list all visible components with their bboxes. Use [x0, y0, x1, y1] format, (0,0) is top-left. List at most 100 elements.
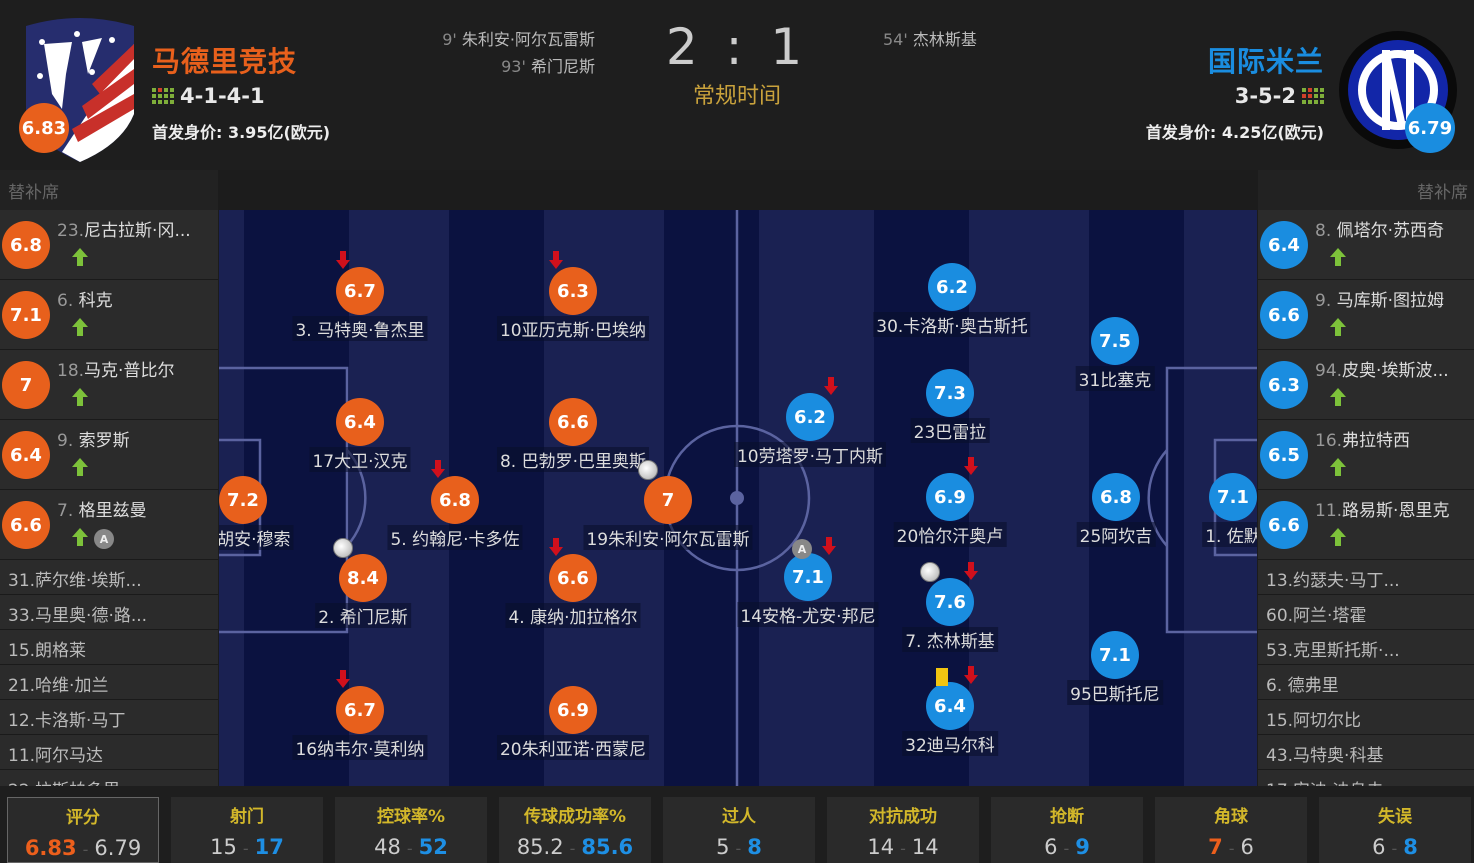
bench-player-row[interactable]: 6.6 11.路易斯·恩里克 [1258, 490, 1474, 560]
player-rating-badge: 6.3 [1260, 361, 1308, 409]
sub-in-arrow-icon [1330, 388, 1346, 406]
bench-player-name: 6. 德弗里 [1266, 676, 1339, 696]
bench-player-row[interactable]: 6.5 16.弗拉特西 [1258, 420, 1474, 490]
player-rating-badge: 6.2 [786, 393, 834, 441]
bench-player-name: 16.弗拉特西 [1315, 431, 1411, 451]
stat-separator: - [735, 839, 742, 858]
stat-box[interactable]: 过人 5-8 [663, 797, 815, 863]
sub-out-arrow-icon [549, 251, 563, 269]
sub-in-arrow-icon [72, 458, 88, 476]
stat-box[interactable]: 角球 7-6 [1155, 797, 1307, 863]
player-rating-badge: 6.8 [1092, 473, 1140, 521]
bench-player-row[interactable]: 21.哈维·加兰 [0, 665, 218, 700]
bench-player-row[interactable]: 6.6 9. 马库斯·图拉姆 [1258, 280, 1474, 350]
bench-player-row[interactable]: 60.阿兰·塔霍 [1258, 595, 1474, 630]
bench-player-row[interactable]: 13.约瑟夫·马丁... [1258, 560, 1474, 595]
stat-box[interactable]: 失误 6-8 [1319, 797, 1471, 863]
stat-away-value: 17 [254, 835, 284, 859]
goal-ball-icon [333, 538, 353, 558]
player-name-label: 23巴雷拉 [910, 418, 990, 443]
bench-player-name: 8. 佩塔尔·苏西奇 [1315, 221, 1445, 241]
bench-player-name: 33.马里奥·德·路... [8, 606, 148, 626]
bench-player-name: 9. 马库斯·图拉姆 [1315, 291, 1445, 311]
player-rating-badge: 6.4 [336, 398, 384, 446]
stat-values: 6.83-6.79 [8, 836, 158, 860]
bench-player-row[interactable]: 6.4 9. 索罗斯 [0, 420, 218, 490]
player-name-label: 10亚历克斯·巴埃纳 [496, 316, 650, 341]
sub-in-arrow-icon [72, 318, 88, 336]
stat-box[interactable]: 传球成功率% 85.2-85.6 [499, 797, 651, 863]
sub-out-arrow-icon [964, 666, 978, 684]
player-name-label: 10劳塔罗·马丁内斯 [733, 442, 887, 467]
bench-player-row[interactable]: 12.卡洛斯·马丁 [0, 700, 218, 735]
player-rating-badge: 6.9 [549, 686, 597, 734]
stat-separator: - [82, 840, 89, 859]
home-bench-list[interactable]: 6.8 23.尼古拉斯·冈... 7.1 6. 科克 7 18.马克·普比尔 6… [0, 210, 218, 786]
scoreline: 2 : 1 [665, 18, 809, 76]
away-bench-header: 替补席 [1258, 170, 1474, 210]
player-name-label: 20恰尔汗奥卢 [893, 522, 1007, 547]
bench-player-row[interactable]: 7 18.马克·普比尔 [0, 350, 218, 420]
bench-player-row[interactable]: 22.拉斯帕多里 [0, 770, 218, 786]
bench-player-row[interactable]: 17.安迪·迪乌夫 [1258, 770, 1474, 786]
stat-values: 5-8 [663, 835, 815, 859]
bench-player-name: 15.阿切尔比 [1266, 711, 1362, 731]
home-team-name[interactable]: 马德里竞技 [152, 45, 298, 78]
player-rating-badge: 7.1 [1209, 473, 1257, 521]
home-formation-text: 4-1-4-1 [180, 84, 265, 108]
stat-label: 对抗成功 [869, 807, 937, 827]
bench-player-name: 11.阿尔马达 [8, 746, 104, 766]
stat-home-value: 14 [867, 835, 895, 859]
player-name-label: 95巴斯托尼 [1067, 680, 1163, 705]
stat-values: 7-6 [1155, 835, 1307, 859]
stat-separator: - [569, 839, 576, 858]
bench-player-row[interactable]: 6.3 94.皮奥·埃斯波... [1258, 350, 1474, 420]
stat-away-value: 14 [911, 835, 939, 859]
bench-player-row[interactable]: 15.朗格莱 [0, 630, 218, 665]
bench-player-row[interactable]: 15.阿切尔比 [1258, 700, 1474, 735]
stat-values: 15-17 [171, 835, 323, 859]
goal-ball-icon [638, 460, 658, 480]
sub-out-arrow-icon [336, 251, 350, 269]
bench-player-row[interactable]: 7.1 6. 科克 [0, 280, 218, 350]
sub-in-arrow-icon [1330, 318, 1346, 336]
bench-player-row[interactable]: 6.6 7. 格里兹曼 A [0, 490, 218, 560]
stat-separator: - [900, 839, 906, 858]
player-rating-badge: 6.8 [431, 476, 479, 524]
away-bench-list[interactable]: 6.4 8. 佩塔尔·苏西奇 6.6 9. 马库斯·图拉姆 6.3 94.皮奥·… [1258, 210, 1474, 786]
stat-label: 抢断 [1050, 807, 1084, 827]
sub-out-arrow-icon [964, 562, 978, 580]
home-market-value: 首发身价: 3.95亿(欧元) [152, 123, 331, 142]
bench-player-name: 60.阿兰·塔霍 [1266, 606, 1367, 626]
bench-player-name: 12.卡洛斯·马丁 [8, 711, 126, 731]
bench-player-row[interactable]: 6.4 8. 佩塔尔·苏西奇 [1258, 210, 1474, 280]
bench-player-row[interactable]: 11.阿尔马达 [0, 735, 218, 770]
stat-box[interactable]: 对抗成功 14-14 [827, 797, 979, 863]
stat-box[interactable]: 抢断 6-9 [991, 797, 1143, 863]
bench-player-row[interactable]: 6.8 23.尼古拉斯·冈... [0, 210, 218, 280]
sub-in-arrow-icon [72, 528, 88, 546]
home-team-rating: 6.83 [19, 103, 69, 153]
bench-player-row[interactable]: 43.马特奥·科基 [1258, 735, 1474, 770]
stats-bar: 评分 6.83-6.79 射门 15-17 控球率% 48-52 传球成功率% 85.… [0, 786, 1474, 863]
player-name-label: 4. 康纳·加拉格尔 [505, 603, 641, 628]
player-rating-badge: 7.1 [1091, 631, 1139, 679]
player-name-label: 3. 马特奥·鲁杰里 [292, 316, 428, 341]
sub-out-arrow-icon [431, 460, 445, 478]
stat-values: 6-9 [991, 835, 1143, 859]
bench-player-row[interactable]: 33.马里奥·德·路... [0, 595, 218, 630]
stat-box[interactable]: 射门 15-17 [171, 797, 323, 863]
bench-player-row[interactable]: 31.萨尔维·埃斯... [0, 560, 218, 595]
away-team-name[interactable]: 国际米兰 [1207, 45, 1324, 78]
match-period: 常规时间 [692, 84, 781, 109]
player-name-label: 32迪马尔科 [902, 731, 998, 756]
stat-box[interactable]: 控球率% 48-52 [335, 797, 487, 863]
bench-player-name: 7. 格里兹曼 [57, 501, 147, 521]
away-team-rating: 6.79 [1405, 103, 1455, 153]
bench-player-row[interactable]: 53.克里斯托斯·... [1258, 630, 1474, 665]
player-name-label: 17大卫·汉克 [309, 447, 411, 472]
bench-player-row[interactable]: 6. 德弗里 [1258, 665, 1474, 700]
player-name-label: 1. 胡安·穆索 [219, 525, 294, 550]
bench-player-name: 9. 索罗斯 [57, 431, 130, 451]
stat-box[interactable]: 评分 6.83-6.79 [7, 797, 159, 863]
